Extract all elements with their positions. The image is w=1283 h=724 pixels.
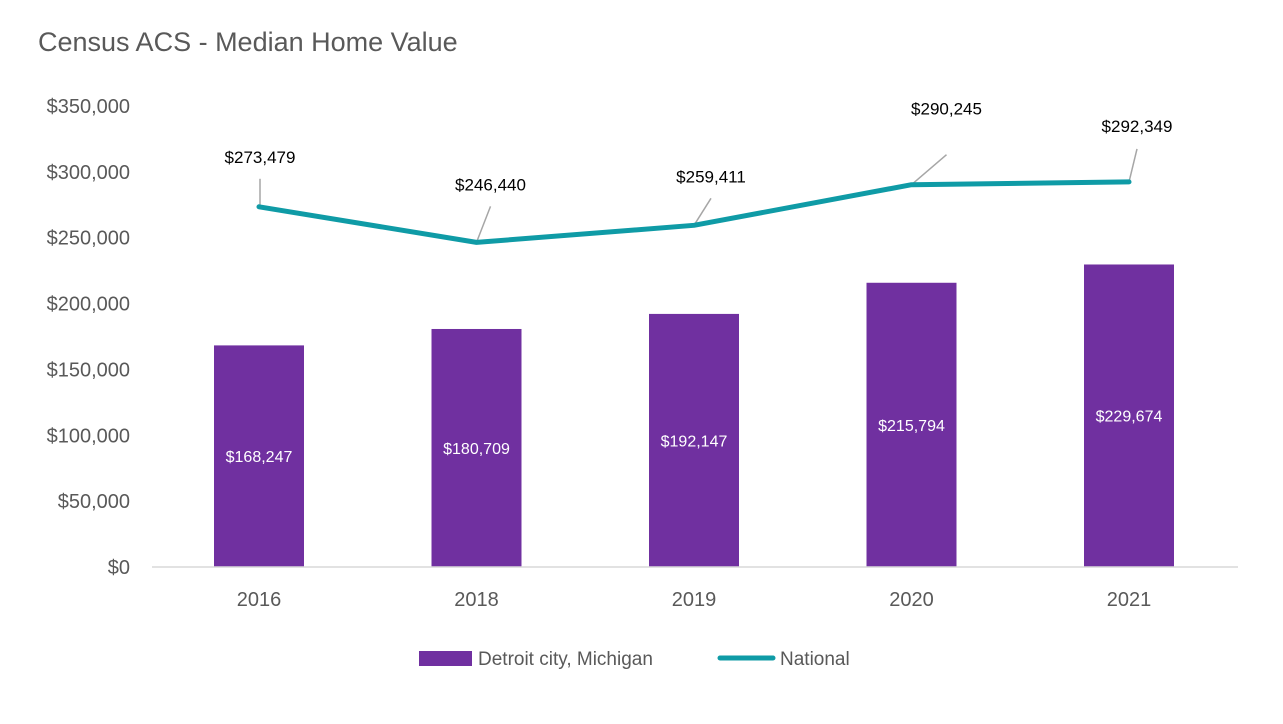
y-tick-label: $200,000: [47, 294, 130, 316]
legend-swatch-bar: [419, 651, 472, 666]
line-data-label: $273,479: [225, 148, 296, 167]
y-tick-label: $0: [108, 557, 130, 579]
y-tick-label: $300,000: [47, 162, 130, 184]
x-tick-label: 2021: [1107, 589, 1152, 611]
leader-line: [693, 197, 712, 226]
bar: [649, 313, 739, 567]
bar: [431, 328, 522, 567]
bar-series: $168,247 $180,709 $192,147 $215,794 $229,674: [214, 264, 1174, 567]
legend-label-bar: Detroit city, Michigan: [478, 649, 653, 670]
line-data-label: $290,245: [911, 100, 982, 119]
line-series: $273,479 $246,440 $259,411 $290,245 $292,349: [225, 100, 1173, 245]
x-tick-label: 2018: [454, 589, 499, 611]
x-tick-label: 2020: [889, 589, 934, 611]
y-tick-label: $150,000: [47, 359, 130, 381]
y-tick-label: $250,000: [47, 228, 130, 250]
bar-data-label: $215,794: [878, 418, 945, 435]
bar-data-label: $192,147: [661, 433, 728, 450]
y-tick-label: $50,000: [58, 491, 130, 513]
leader-line: [1128, 148, 1138, 183]
y-tick-label: $350,000: [47, 96, 130, 118]
legend-label-line: National: [780, 649, 850, 670]
leader-line: [475, 206, 492, 243]
bar: [866, 282, 957, 567]
bar: [1084, 264, 1174, 567]
x-tick-label: 2016: [237, 589, 282, 611]
line-data-label: $259,411: [676, 167, 746, 186]
leader-line: [911, 154, 947, 186]
y-tick-label: $100,000: [47, 425, 130, 447]
y-axis: $0 $50,000 $100,000 $150,000 $200,000 $250,00…: [47, 96, 130, 579]
line-data-label: $246,440: [455, 175, 526, 194]
national-line: [256, 179, 1132, 245]
line-data-label: $292,349: [1102, 117, 1173, 136]
x-tick-label: 2019: [672, 589, 717, 611]
chart-title: Census ACS - Median Home Value: [38, 27, 458, 57]
bar-data-label: $168,247: [226, 449, 293, 466]
bar-data-label: $229,674: [1096, 409, 1163, 426]
bar-data-label: $180,709: [443, 441, 510, 458]
legend: Detroit city, Michigan National: [419, 649, 850, 670]
bar: [214, 345, 304, 567]
x-axis: 2016 2018 2019 2020 2021: [237, 589, 1152, 611]
